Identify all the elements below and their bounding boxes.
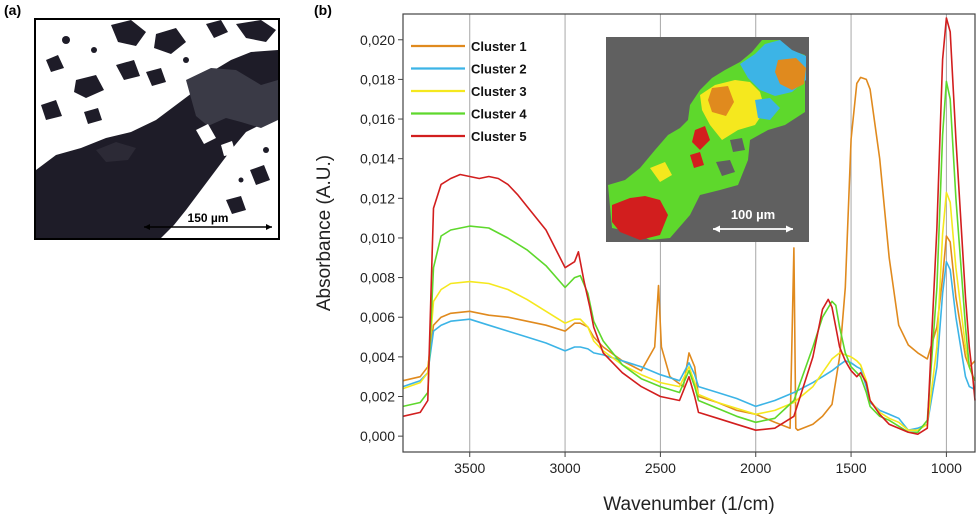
panel-b-label: (b) [314,2,332,18]
legend-label: Cluster 4 [471,107,527,122]
scale-bar-label: 150 µm [188,211,229,225]
panel-a-label: (a) [4,2,22,18]
x-tick-label: 3000 [549,460,580,476]
legend: Cluster 1 Cluster 2 Cluster 3 Cluster 4 Clus… [411,39,527,144]
y-tick-label: 0,004 [360,349,395,365]
legend-item-cluster-3: Cluster 3 [411,84,527,99]
inset-scale-arrow-left-icon [713,225,720,233]
y-tick-label: 0,006 [360,309,395,325]
legend-item-cluster-5: Cluster 5 [411,129,527,144]
y-tick-label: 0,014 [360,151,395,167]
legend-label: Cluster 3 [471,84,527,99]
series-line-cluster-2 [402,260,976,431]
x-tick-label: 2000 [740,460,771,476]
cluster-map-inset: 100 µm [606,37,809,242]
x-tick-label: 1500 [835,460,866,476]
y-tick-label: 0,008 [360,270,395,286]
scale-bar-arrow-right-icon [266,224,272,230]
cluster-map-image [608,40,806,240]
inset-scale-arrow-right-icon [786,225,793,233]
x-tick-label: 2500 [645,460,676,476]
plot-frame [402,13,976,453]
y-axis-title: Absorbance (A.U.) [314,155,335,311]
series-layer [402,17,976,435]
x-tick-label: 1000 [931,460,962,476]
x-axis-title: Wavenumber (1/cm) [603,494,774,515]
micrograph-image: 150 µm [36,20,278,238]
y-tick-label: 0,002 [360,389,395,405]
y-tick-label: 0,010 [360,230,395,246]
legend-item-cluster-4: Cluster 4 [411,107,527,122]
micrograph-panel: 150 µm [34,18,280,240]
y-tick-label: 0,016 [360,111,395,127]
series-line-cluster-5 [402,17,976,435]
tick-layer: 3500 3000 2500 2000 1500 1000 0,000 0,002 0,004 0… [360,32,962,476]
y-tick-label: 0,018 [360,71,395,87]
legend-item-cluster-2: Cluster 2 [411,62,527,77]
inset-scale-bar-label: 100 µm [731,207,775,222]
y-tick-label: 0,012 [360,190,395,206]
series-line-cluster-1 [402,76,976,431]
x-tick-label: 3500 [454,460,485,476]
legend-label: Cluster 5 [471,129,527,144]
scale-bar-arrow-left-icon [144,224,150,230]
legend-label: Cluster 2 [471,62,527,77]
legend-item-cluster-1: Cluster 1 [411,39,527,54]
y-tick-label: 0,000 [360,428,395,444]
y-tick-label: 0,020 [360,32,395,48]
legend-label: Cluster 1 [471,39,527,54]
